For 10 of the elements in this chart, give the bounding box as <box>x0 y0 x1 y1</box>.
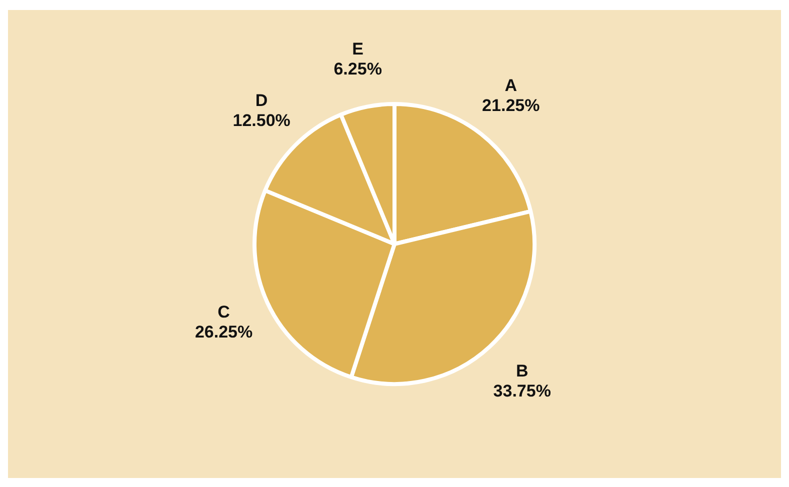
slice-label: E <box>352 39 364 58</box>
data-label: 33.75% <box>493 382 551 401</box>
data-label: 12.50% <box>232 110 290 130</box>
slice-label: A <box>504 76 518 96</box>
slice-label: B <box>516 362 528 381</box>
slice-label: C <box>218 302 230 322</box>
slice-label: D <box>255 90 268 110</box>
data-label: 21.25% <box>482 96 540 116</box>
data-label: 6.25% <box>334 59 382 78</box>
data-label: 26.25% <box>194 322 253 342</box>
